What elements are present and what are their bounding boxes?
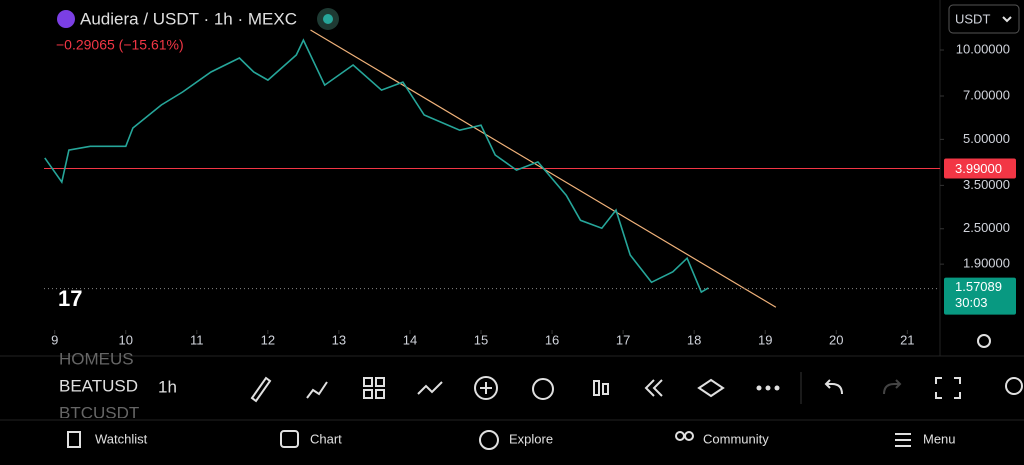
nav-item[interactable]: Community — [703, 431, 769, 446]
dropdown-arrow — [1002, 16, 1012, 23]
tips-icon[interactable] — [1005, 377, 1023, 395]
y-tick-label: 7.00000 — [963, 87, 1010, 102]
more-icon[interactable] — [756, 385, 762, 391]
fullscreen-icon[interactable] — [935, 377, 961, 399]
more-icon — [774, 385, 780, 391]
y-tick-label: 5.00000 — [963, 131, 1010, 146]
interval-label[interactable]: 1h — [158, 377, 177, 396]
price-tag — [944, 158, 1016, 179]
x-tick-label: 10 — [119, 332, 133, 347]
y-tick-label: 2.50000 — [963, 220, 1010, 235]
symbol-item[interactable]: HOMEUS — [59, 349, 134, 368]
x-tick-label: 20 — [829, 332, 843, 347]
x-tick-label: 14 — [403, 332, 417, 347]
y-tick-label: 10.00000 — [956, 41, 1010, 56]
alert-icon[interactable] — [532, 378, 554, 400]
layout-icon[interactable] — [363, 377, 373, 387]
x-tick-label: 9 — [51, 332, 58, 347]
price-tag-label: 3.99000 — [955, 161, 1002, 176]
community-icon — [684, 431, 694, 441]
nav-item[interactable]: Chart — [310, 431, 342, 446]
toolbar — [250, 372, 1023, 404]
price-change: −0.29065 (−15.61%) — [56, 37, 184, 53]
symbol-title: Audiera / USDT · 1h · MEXC — [80, 9, 297, 28]
layout-icon[interactable] — [375, 389, 385, 399]
layout-icon[interactable] — [363, 389, 373, 399]
undo-icon[interactable] — [824, 379, 843, 395]
countdown-label: 30:03 — [955, 295, 988, 310]
x-tick-label: 12 — [261, 332, 275, 347]
indicator-icon[interactable] — [306, 381, 328, 399]
bars-icon[interactable] — [593, 380, 600, 396]
tv-logo: 17 — [58, 286, 82, 311]
watchlist-icon[interactable] — [67, 431, 81, 448]
nav-item[interactable]: Explore — [509, 431, 553, 446]
price-line-series — [44, 38, 709, 294]
symbol-item[interactable]: BEATUSD — [59, 376, 138, 395]
draw-icon[interactable] — [250, 376, 272, 403]
bottom-nav: Watchlist Chart Explore Community Menu — [67, 430, 956, 450]
bars-icon — [602, 383, 609, 395]
settings-icon[interactable] — [977, 334, 991, 348]
x-tick-label: 17 — [616, 332, 630, 347]
y-tick-label: 1.90000 — [963, 256, 1010, 271]
x-tick-label: 11 — [190, 332, 204, 347]
last-price-tag — [944, 277, 1016, 315]
status-dot-inner — [323, 14, 333, 24]
x-tick-label: 21 — [900, 332, 914, 347]
nav-item[interactable]: Menu — [923, 431, 956, 446]
currency-label: USDT — [955, 11, 990, 26]
nav-item[interactable]: Watchlist — [95, 431, 148, 446]
layers-icon[interactable] — [697, 378, 725, 398]
add-icon — [480, 382, 492, 394]
add-icon[interactable] — [474, 376, 498, 400]
coin-icon — [57, 10, 75, 28]
redo-icon[interactable] — [883, 379, 902, 395]
symbol-list: HOMEUS BEATUSD BTCUSDT — [59, 349, 139, 422]
layout-icon[interactable] — [375, 377, 385, 387]
currency-select[interactable] — [948, 4, 1020, 34]
compare-icon[interactable] — [417, 381, 443, 395]
last-price-label: 1.57089 — [955, 279, 1002, 294]
y-tick-label: 3.50000 — [963, 177, 1010, 192]
chart-icon[interactable] — [280, 430, 299, 448]
symbol-item[interactable]: BTCUSDT — [59, 403, 139, 422]
x-tick-label: 16 — [545, 332, 559, 347]
x-tick-label: 15 — [474, 332, 488, 347]
x-tick-label: 19 — [758, 332, 772, 347]
menu-icon[interactable] — [895, 433, 911, 447]
x-tick-label: 18 — [687, 332, 701, 347]
explore-icon[interactable] — [479, 430, 499, 450]
replay-icon[interactable] — [644, 379, 663, 397]
x-tick-label: 13 — [332, 332, 346, 347]
more-icon — [765, 385, 771, 391]
